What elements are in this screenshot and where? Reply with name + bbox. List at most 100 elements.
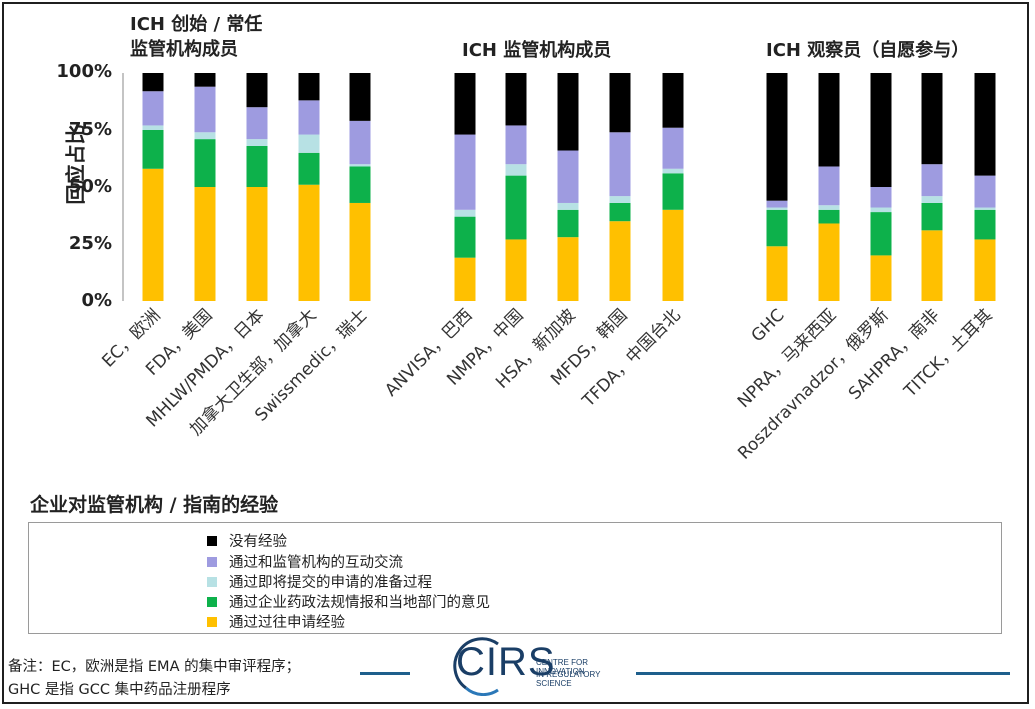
bar-segment-6-0 (505, 239, 527, 301)
bar-segment-12-3 (870, 187, 892, 208)
bar-segment-2-0 (246, 187, 268, 301)
bar-segment-12-2 (870, 207, 892, 213)
x-tick-label-10: GHC (748, 305, 789, 346)
legend-item-intelligence: 通过企业药政法规情报和当地部门的意见 (207, 591, 490, 612)
bar-segment-8-2 (609, 196, 631, 203)
bar-segment-10-1 (766, 209, 788, 247)
bar-segment-0-2 (142, 125, 164, 130)
stacked-bar-chart: EC，欧洲FDA，美国MHLW/PMDA，日本加拿大卫生部，加拿大Swissme… (98, 73, 997, 464)
bar-segment-11-4 (818, 73, 840, 167)
legend-label-preparation: 通过即将提交的申请的准备过程 (229, 575, 432, 591)
footer-rule-left (360, 672, 410, 675)
bar-segment-14-0 (974, 239, 996, 301)
bar-segment-0-3 (142, 91, 164, 126)
bar-segment-10-3 (766, 200, 788, 208)
legend-label-interaction: 通过和监管机构的互动交流 (229, 555, 403, 571)
bar-segment-2-1 (246, 145, 268, 187)
bar-segment-13-1 (921, 202, 943, 231)
bar-segment-11-2 (818, 205, 840, 210)
legend-box: 没有经验 通过和监管机构的互动交流 通过即将提交的申请的准备过程 通过企业药政法… (28, 522, 1002, 634)
bar-segment-13-2 (921, 196, 943, 203)
bar-segment-11-3 (818, 166, 840, 206)
bar-segment-8-1 (609, 202, 631, 222)
bar-segment-7-4 (557, 73, 579, 151)
bar-segment-11-0 (818, 223, 840, 301)
cirs-logo-sub1: CENTRE FOR INNOVATION (536, 658, 588, 676)
bar-segment-8-3 (609, 132, 631, 197)
group-label-observers: ICH 观察员（自愿参与） (766, 38, 969, 63)
legend-item-past: 通过过往申请经验 (207, 611, 345, 632)
bar-segment-1-3 (194, 86, 216, 133)
legend-item-interaction: 通过和监管机构的互动交流 (207, 551, 403, 572)
x-tick-label-9: TFDA，中国台北 (578, 305, 684, 411)
bar-segment-5-3 (454, 134, 476, 210)
bar-segment-5-0 (454, 257, 476, 301)
bar-segment-5-1 (454, 216, 476, 258)
y-tick-0: 0% (81, 290, 112, 311)
bar-segment-5-4 (454, 73, 476, 135)
bar-segment-6-1 (505, 175, 527, 240)
bar-segment-13-0 (921, 230, 943, 301)
legend-swatch-interaction (207, 556, 217, 567)
bar-segment-9-0 (662, 209, 684, 301)
y-tick-25: 25% (68, 233, 112, 254)
cirs-logo-sub2: IN REGULATORY SCIENCE (536, 670, 601, 688)
bar-segment-0-1 (142, 130, 164, 169)
legend-label-intelligence: 通过企业药政法规情报和当地部门的意见 (229, 595, 490, 611)
bar-segment-5-2 (454, 209, 476, 217)
footnote-line1: 备注：EC，欧洲是指 EMA 的集中审评程序； (8, 659, 301, 675)
bar-segment-12-4 (870, 73, 892, 187)
bar-segment-0-4 (142, 73, 164, 92)
legend-swatch-preparation (207, 576, 217, 587)
cirs-logo-arc-icon (453, 637, 499, 696)
bar-segment-3-3 (298, 100, 320, 135)
bar-segment-2-4 (246, 73, 268, 108)
bar-segment-4-1 (349, 166, 371, 203)
bar-segment-14-4 (974, 73, 996, 176)
legend-swatch-none (207, 535, 217, 546)
y-tick-100: 100% (56, 61, 112, 82)
legend-swatch-intelligence (207, 596, 217, 607)
bar-segment-4-4 (349, 73, 371, 121)
bar-segment-4-3 (349, 120, 371, 165)
cirs-logo: CIRS CENTRE FOR INNOVATION IN REGULATORY… (436, 636, 626, 696)
x-tick-label-5: ANVISA，巴西 (381, 305, 476, 400)
cirs-logo-word: CIRS (456, 640, 556, 684)
bar-segment-6-4 (505, 73, 527, 126)
bar-segment-7-1 (557, 209, 579, 238)
bar-segment-2-2 (246, 139, 268, 146)
x-tick-label-13: SAHPRA，南非 (845, 305, 944, 404)
bar-segment-7-0 (557, 237, 579, 301)
footer-rule-right (636, 672, 1010, 675)
bar-segment-3-4 (298, 73, 320, 101)
bar-segment-9-3 (662, 127, 684, 169)
footnote-line2: GHC 是指 GCC 集中药品注册程序 (8, 682, 231, 698)
bar-segment-4-0 (349, 202, 371, 301)
legend-label-none: 没有经验 (229, 534, 287, 550)
bar-segment-2-3 (246, 107, 268, 140)
bar-segment-3-2 (298, 134, 320, 153)
group-label-founding: ICH 创始 / 常任 监管机构成员 (130, 12, 262, 62)
group-label-observers-line1: ICH 观察员（自愿参与） (766, 40, 970, 61)
group-label-members-line1: ICH 监管机构成员 (462, 40, 612, 61)
bar-segment-10-4 (766, 73, 788, 201)
bar-segment-1-2 (194, 132, 216, 140)
bar-segment-10-2 (766, 207, 788, 210)
bar-segment-6-2 (505, 164, 527, 176)
group-label-founding-line2: 监管机构成员 (130, 39, 238, 60)
legend-item-none: 没有经验 (207, 530, 287, 551)
y-tick-75: 75% (68, 119, 112, 140)
group-label-members: ICH 监管机构成员 (462, 38, 611, 63)
bar-segment-1-4 (194, 73, 216, 87)
legend-item-preparation: 通过即将提交的申请的准备过程 (207, 571, 432, 592)
bar-segment-1-1 (194, 139, 216, 187)
bar-segment-8-4 (609, 73, 631, 133)
y-tick-50: 50% (68, 176, 112, 197)
bar-segment-4-2 (349, 164, 371, 167)
bar-segment-9-2 (662, 168, 684, 174)
group-label-founding-line1: ICH 创始 / 常任 (130, 14, 263, 35)
bar-segment-10-0 (766, 246, 788, 301)
bar-segment-12-1 (870, 212, 892, 256)
bar-segment-6-3 (505, 125, 527, 165)
